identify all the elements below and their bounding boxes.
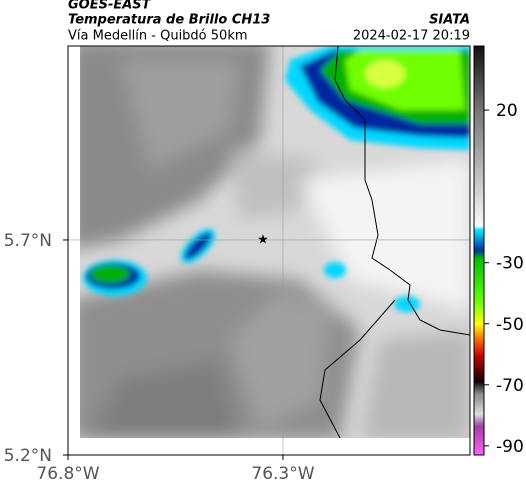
colorbar-tick-label: -30 [496, 254, 524, 274]
city-marker: ★ [257, 233, 269, 248]
map-frame [67, 45, 471, 456]
route: Vía Medellín - Quibdó 50km [68, 29, 248, 44]
colorbar [473, 45, 485, 456]
lat-tick-label: 5.2°N [4, 446, 52, 466]
timestamp: 2024-02-17 20:19 [353, 29, 470, 44]
lon-tick-label: 76.3°W [251, 464, 314, 484]
colorbar-tick-label: -50 [496, 315, 524, 335]
colorbar-tick-label: -70 [496, 376, 524, 396]
satellite-image [80, 46, 470, 438]
colorbar-tick-label: 20 [496, 101, 518, 121]
brand: SIATA [429, 13, 470, 28]
colorbar-tick-label: -90 [496, 437, 524, 457]
title: Temperatura de Brillo CH13 [68, 13, 270, 28]
lat-tick-label: 5.7°N [4, 231, 52, 251]
source: GOES-EAST [68, 0, 152, 13]
lon-tick-label: 76.8°W [36, 464, 99, 484]
